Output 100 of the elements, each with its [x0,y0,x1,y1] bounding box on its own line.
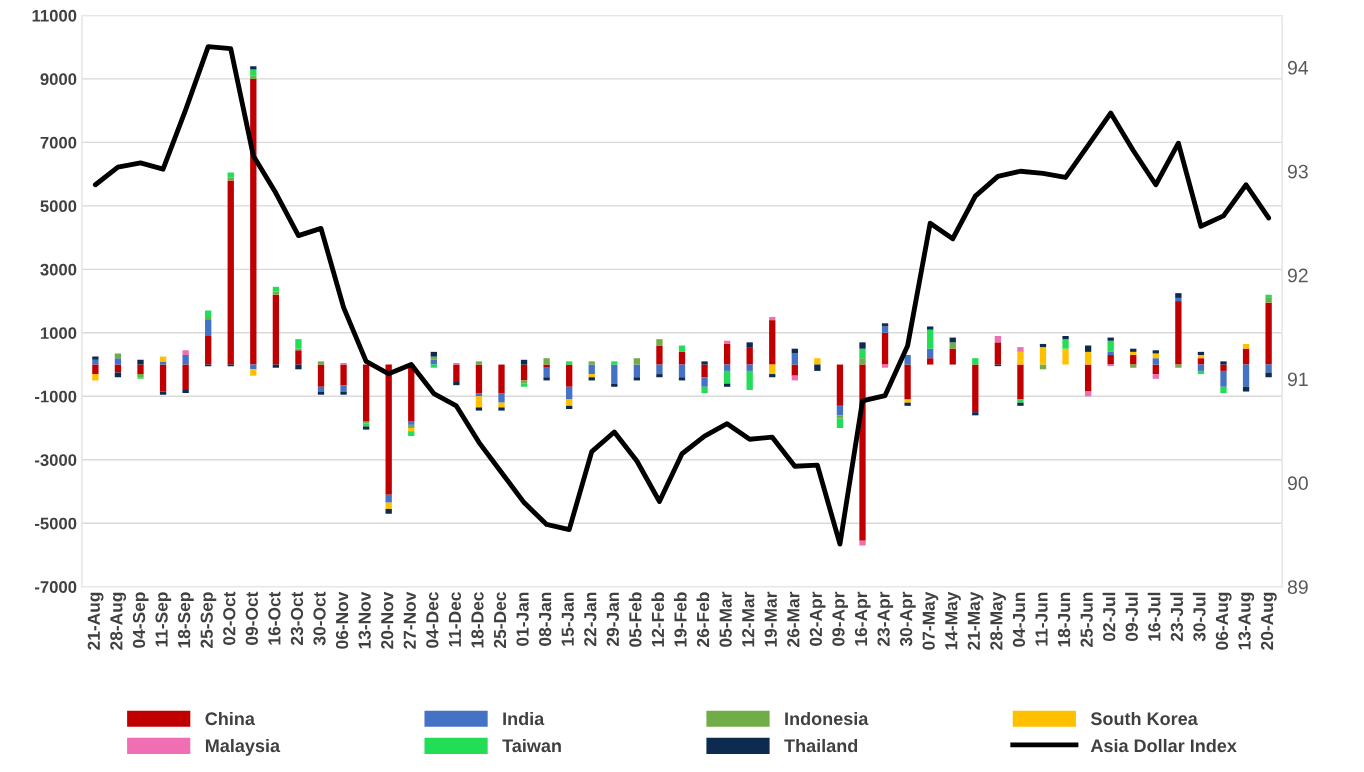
bar [1220,370,1227,387]
bar [611,383,618,387]
bar [1175,364,1182,368]
bar [520,364,528,381]
bar [1084,345,1092,352]
bar [814,358,821,365]
bar [1197,364,1205,371]
x-tick-label: 30-Apr [899,591,916,647]
x-tick-label: 13-Aug [1238,592,1255,650]
bar [1242,386,1250,392]
bar [182,355,189,365]
x-tick-label: 04-Jun [1012,592,1026,647]
y-tick-label: 1000 [40,327,77,340]
x-tick-label: 04-Sep [132,592,149,648]
bar [430,351,437,357]
bar [1197,351,1205,356]
bar [723,364,731,371]
x-tick-label: 21-Aug [87,592,104,650]
bar [1265,294,1272,298]
bar [566,386,573,400]
x-tick-label: 12-Mar [742,591,755,647]
bar [1152,374,1159,379]
bar [408,431,415,436]
x-tick-label: 08-Jan [538,592,552,646]
x-tick-label: 14-May [945,591,961,650]
bar [927,326,934,330]
bar [972,358,979,365]
bar [1039,347,1047,365]
bar [769,364,776,375]
bar [633,358,641,365]
bar [182,389,189,394]
bar [1130,351,1137,356]
bar [994,342,1002,365]
bar [769,374,776,378]
bar [746,342,753,348]
bar [272,286,280,292]
legend-label: Indonesia [785,711,869,726]
bar [1265,372,1272,378]
bar [972,364,979,413]
x-tick-label: 16-Oct [268,591,281,645]
bar [769,316,776,321]
bar [362,364,370,422]
bar [701,386,708,394]
bar [250,369,257,376]
bar [182,350,189,356]
bar [250,75,257,79]
x-tick-label: 28-May [990,591,1006,650]
bar [588,364,595,375]
legend-label: China [205,711,256,726]
bar [385,494,392,503]
x-tick-label: 06-Aug [1215,592,1232,650]
bar [295,350,302,365]
bar [272,364,280,368]
bar [340,385,347,392]
bar [1084,364,1092,392]
bar [859,540,866,546]
bar [114,353,122,359]
bar [1107,355,1114,365]
bar [814,364,821,371]
legend-label: Malaysia [205,738,281,756]
bar [859,358,866,365]
x-tick-label: 20-Aug [1260,592,1277,650]
bar [92,359,99,365]
bar [430,356,437,360]
y-tick-label: -3000 [35,454,77,466]
x-tick-label: 21-May [967,591,984,650]
bar [701,377,708,387]
line-series [92,44,1272,547]
bar [385,508,392,514]
bar [927,348,934,359]
bar [769,320,776,365]
bar [859,342,866,349]
x-tick-label: 26-Mar [787,591,800,647]
bar [1152,358,1159,365]
bar [250,66,257,70]
x-tick-label: 01-Jan [516,592,529,646]
bar [836,415,844,419]
bar [205,320,212,336]
bar [1062,348,1069,365]
bar [1265,302,1272,365]
y-tick-label: 11000 [32,9,77,22]
bar [205,310,212,317]
legend-label: India [503,711,545,726]
bar [723,370,731,384]
bar [272,294,280,365]
bar [972,412,979,416]
bar [881,323,889,327]
bar [1175,293,1182,298]
bar [904,364,911,400]
bar [927,358,934,365]
bar [566,364,573,387]
x-tick-label: 09-Apr [832,591,849,646]
bar [611,364,618,384]
x-tick-label: 09-Oct [245,591,258,645]
bar [543,367,550,378]
bar [92,356,99,360]
bar [701,364,708,378]
bar [1242,364,1250,387]
x-tick-label: 28-Aug [110,592,127,650]
bar [791,353,798,365]
